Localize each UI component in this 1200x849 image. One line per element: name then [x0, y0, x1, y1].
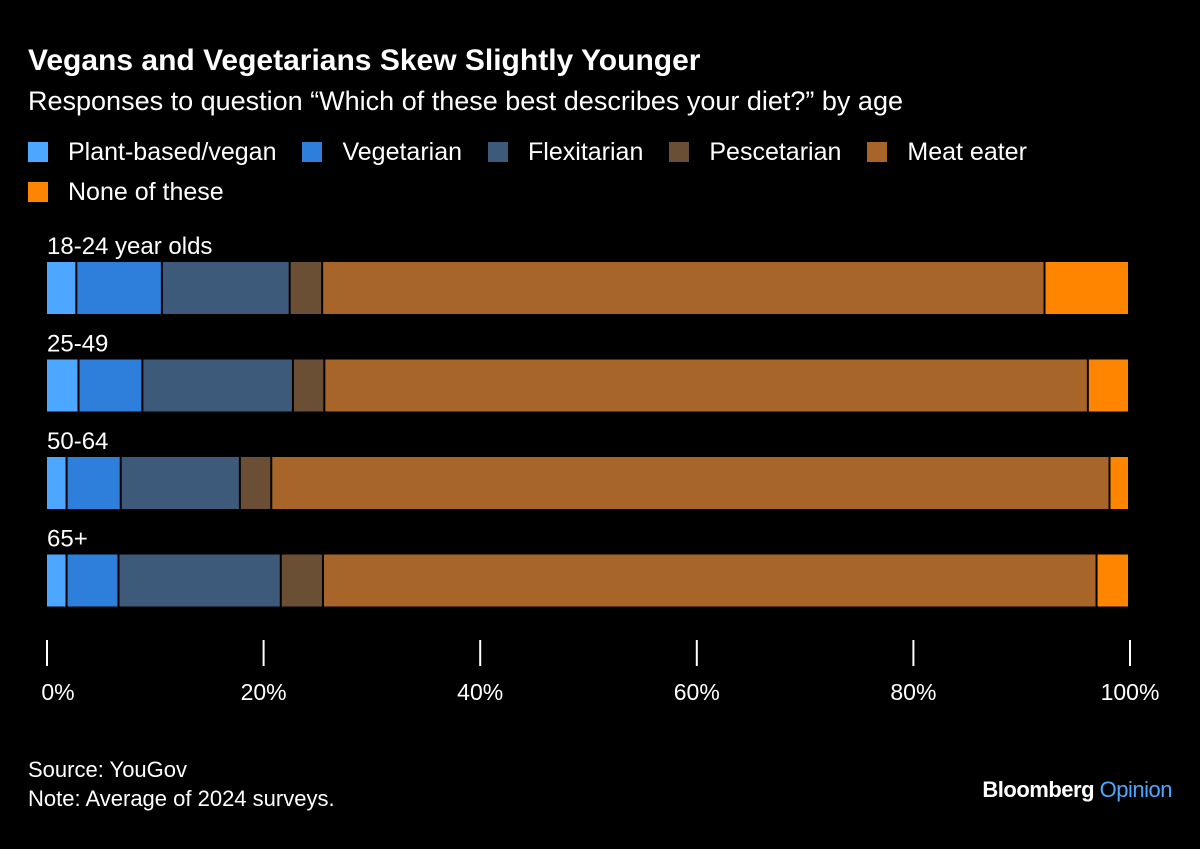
bar-segment [290, 262, 322, 314]
legend-swatch [28, 182, 48, 202]
bar-segment [121, 457, 239, 509]
bar-segment [47, 457, 66, 509]
legend-label: Pescetarian [709, 137, 842, 166]
bar-segment [1110, 457, 1128, 509]
logo-section: Opinion [1099, 777, 1173, 802]
category-label: 18-24 year olds [47, 233, 212, 260]
source-text: Source: YouGov [28, 757, 188, 782]
legend-item: Pescetarian [669, 138, 841, 166]
bar-segment [281, 554, 322, 607]
legend-label: None of these [68, 177, 224, 206]
bar-segment [1045, 262, 1128, 314]
category-label: 50-64 [47, 428, 108, 455]
bar-segment [77, 262, 161, 314]
legend-item: Flexitarian [488, 138, 643, 166]
legend-swatch [488, 142, 509, 162]
legend-swatch [28, 142, 48, 162]
bar-segment [67, 457, 120, 509]
bar-segment [323, 262, 1044, 314]
bar-segment [47, 262, 76, 314]
logo-brand: Bloomberg [982, 777, 1095, 802]
legend-label: Vegetarian [342, 137, 463, 166]
bar-segment [162, 262, 289, 314]
bloomberg-opinion-logo: Bloomberg Opinion [982, 777, 1172, 803]
note-text: Note: Average of 2024 surveys. [28, 786, 335, 811]
bar-segment [293, 359, 324, 412]
legend-item: Vegetarian [302, 138, 462, 166]
chart-subtitle: Responses to question “Which of these be… [28, 86, 903, 116]
category-label: 65+ [47, 526, 88, 553]
x-tick-label: 40% [457, 679, 503, 705]
legend-item: Meat eater [867, 138, 1027, 166]
legend-item: None of these [28, 178, 224, 206]
x-tick-label: 100% [1101, 679, 1160, 705]
chart-title: Vegans and Vegetarians Skew Slightly You… [28, 44, 701, 77]
x-tick-label: 0% [41, 679, 74, 705]
bar-segment [272, 457, 1109, 509]
legend-label: Meat eater [907, 137, 1027, 166]
bar-segment [323, 554, 1096, 607]
legend-swatch [302, 142, 323, 162]
legend-label: Flexitarian [528, 137, 644, 166]
bar-segment [1097, 554, 1128, 607]
x-tick-label: 60% [674, 679, 720, 705]
legend-swatch [669, 142, 690, 162]
legend-swatch [867, 142, 888, 162]
x-tick-label: 80% [890, 679, 936, 705]
bar-segment [143, 359, 292, 412]
category-label: 25-49 [47, 331, 108, 358]
bar-segment [67, 554, 118, 607]
bar-segment [79, 359, 142, 412]
bar-segment [47, 359, 78, 412]
bar-segment [119, 554, 280, 607]
bar-segment [1088, 359, 1128, 412]
bar-segment [240, 457, 271, 509]
legend: Plant-based/vegan Vegetarian Flexitarian Pe… [28, 138, 1178, 206]
legend-item: Plant-based/vegan [28, 138, 276, 166]
bar-segment [47, 554, 66, 607]
legend-label: Plant-based/vegan [68, 137, 277, 166]
footer: Source: YouGov Note: Average of 2024 sur… [28, 755, 335, 813]
x-tick-label: 20% [241, 679, 287, 705]
bar-segment [325, 359, 1087, 412]
